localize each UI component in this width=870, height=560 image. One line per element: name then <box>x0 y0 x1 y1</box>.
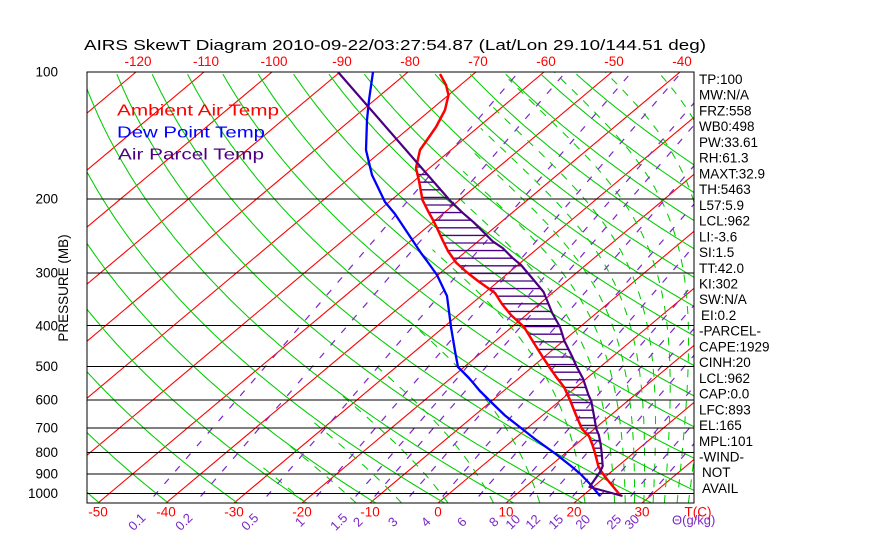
svg-text:-50: -50 <box>88 505 108 520</box>
svg-text:WB0:498: WB0:498 <box>699 119 755 134</box>
svg-text:SW:N/A: SW:N/A <box>699 292 747 307</box>
svg-text:T(C): T(C) <box>685 505 712 520</box>
svg-text:EI:0.2: EI:0.2 <box>701 308 736 323</box>
svg-text:20: 20 <box>566 505 581 520</box>
svg-text:-WIND-: -WIND- <box>699 450 744 465</box>
svg-text:10: 10 <box>498 505 513 520</box>
svg-text:0: 0 <box>434 505 442 520</box>
svg-text:-50: -50 <box>604 54 624 69</box>
svg-text:CAP:0.0: CAP:0.0 <box>699 387 749 402</box>
svg-text:PW:33.61: PW:33.61 <box>699 135 758 150</box>
svg-text:SI:1.5: SI:1.5 <box>699 245 734 260</box>
svg-text:CAPE:1929: CAPE:1929 <box>699 339 770 354</box>
svg-text:400: 400 <box>35 318 58 333</box>
svg-text:1000: 1000 <box>28 486 58 501</box>
svg-text:600: 600 <box>35 393 58 408</box>
svg-text:-80: -80 <box>400 54 420 69</box>
svg-text:AIRS SkewT Diagram 2010-09-22/: AIRS SkewT Diagram 2010-09-22/03:27:54.8… <box>84 37 706 54</box>
svg-text:NOT: NOT <box>702 465 731 480</box>
svg-text:RH:61.3: RH:61.3 <box>699 151 749 166</box>
svg-text:700: 700 <box>35 421 58 436</box>
svg-text:Air Parcel Temp: Air Parcel Temp <box>118 147 264 164</box>
svg-text:KI:302: KI:302 <box>699 277 738 292</box>
svg-text:-60: -60 <box>536 54 556 69</box>
svg-text:PRESSURE (MB): PRESSURE (MB) <box>56 234 71 341</box>
svg-text:LCL:962: LCL:962 <box>699 371 750 386</box>
svg-text:Dew Point Temp: Dew Point Temp <box>117 125 265 142</box>
svg-text:30: 30 <box>634 505 649 520</box>
svg-text:MPL:101: MPL:101 <box>699 434 753 449</box>
svg-text:EL:165: EL:165 <box>699 418 742 433</box>
svg-text:MW:N/A: MW:N/A <box>699 88 749 103</box>
svg-text:-30: -30 <box>224 505 244 520</box>
svg-text:-90: -90 <box>332 54 352 69</box>
svg-text:-70: -70 <box>468 54 488 69</box>
svg-text:LI:-3.6: LI:-3.6 <box>699 229 737 244</box>
svg-text:-110: -110 <box>193 54 219 69</box>
svg-text:-PARCEL-: -PARCEL- <box>699 324 761 339</box>
svg-text:LCL:962: LCL:962 <box>699 214 750 229</box>
svg-text:TT:42.0: TT:42.0 <box>699 261 744 276</box>
svg-text:LFC:893: LFC:893 <box>699 402 751 417</box>
svg-text:L57:5.9: L57:5.9 <box>699 198 744 213</box>
svg-text:TH:5463: TH:5463 <box>699 182 751 197</box>
svg-text:-10: -10 <box>360 505 380 520</box>
svg-text:-40: -40 <box>672 54 692 69</box>
svg-text:200: 200 <box>35 192 58 207</box>
svg-text:TP:100: TP:100 <box>699 72 743 87</box>
svg-text:MAXT:32.9: MAXT:32.9 <box>699 166 765 181</box>
svg-text:300: 300 <box>35 266 58 281</box>
svg-text:Θ(g/kg): Θ(g/kg) <box>672 513 715 528</box>
svg-text:100: 100 <box>35 65 58 80</box>
svg-text:Ambient Air Temp: Ambient Air Temp <box>117 103 279 120</box>
svg-text:-120: -120 <box>124 54 151 69</box>
svg-text:500: 500 <box>35 359 58 374</box>
svg-text:-20: -20 <box>292 505 312 520</box>
svg-text:-100: -100 <box>260 54 287 69</box>
svg-text:-40: -40 <box>156 505 176 520</box>
svg-text:FRZ:558: FRZ:558 <box>699 104 752 119</box>
svg-text:CINH:20: CINH:20 <box>699 355 751 370</box>
svg-text:800: 800 <box>35 445 58 460</box>
svg-text:900: 900 <box>35 467 58 482</box>
svg-text:AVAIL: AVAIL <box>702 481 739 496</box>
